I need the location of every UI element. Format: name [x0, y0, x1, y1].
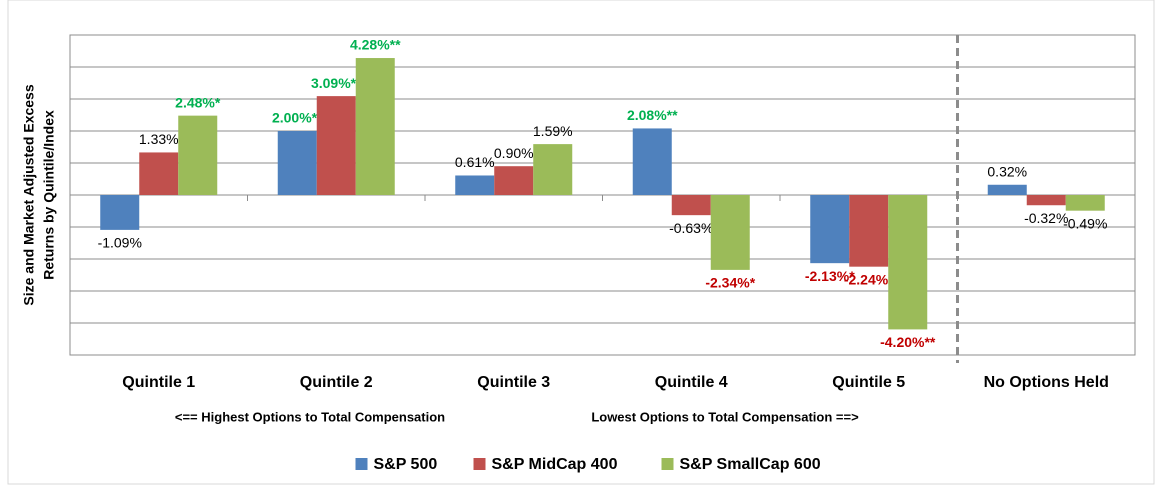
bar [671, 195, 711, 216]
legend-swatch [355, 458, 368, 470]
bar [139, 152, 179, 195]
data-label: -0.32% [1024, 210, 1068, 226]
data-label: -0.49% [1063, 215, 1107, 231]
bar [178, 115, 218, 195]
bar [987, 184, 1027, 195]
bar [1026, 195, 1066, 206]
data-label: 4.28%** [350, 37, 401, 53]
legend-label: S&P 500 [374, 456, 438, 473]
bar [810, 195, 850, 264]
data-label: -2.24%* [844, 271, 894, 287]
legend-label: S&P MidCap 400 [492, 456, 618, 473]
data-label: 1.33% [139, 131, 179, 147]
bar [455, 175, 495, 195]
bar [316, 96, 356, 195]
annotation: <== Highest Options to Total Compensatio… [175, 409, 445, 424]
chart-frame [7, 0, 1155, 485]
data-label: 2.00%** [272, 110, 323, 126]
data-label: -4.20%** [880, 334, 936, 350]
data-label: -2.13%* [805, 268, 855, 284]
bar [355, 58, 395, 195]
x-tick-label: No Options Held [984, 374, 1109, 391]
bar [277, 131, 317, 195]
data-label: 3.09%** [311, 75, 362, 91]
annotation: Lowest Options to Total Compensation ==> [591, 409, 859, 424]
x-tick-label: Quintile 2 [300, 374, 373, 391]
data-label: -2.34%* [705, 275, 755, 291]
data-label: 0.32% [987, 163, 1027, 179]
bar [494, 166, 534, 195]
data-label: 1.59% [533, 123, 573, 139]
legend-label: S&P SmallCap 600 [680, 456, 821, 473]
bar [849, 195, 889, 267]
bar [100, 195, 140, 230]
bar [632, 128, 672, 195]
data-label: 0.90% [494, 145, 534, 161]
data-label: -0.63% [669, 220, 713, 236]
y-axis-label: Returns by Quintile/Index [41, 110, 57, 280]
legend-swatch [473, 458, 486, 470]
bar [1065, 195, 1105, 211]
y-axis-label: Size and Market Adjusted Excess [21, 84, 37, 305]
data-label: 0.61% [455, 154, 495, 170]
x-tick-label: Quintile 4 [655, 374, 728, 391]
bar [533, 144, 573, 195]
x-tick-label: Quintile 5 [832, 374, 905, 391]
bar [710, 195, 750, 270]
data-label: 2.08%** [627, 107, 678, 123]
bar [888, 195, 928, 330]
data-label: 2.48%* [175, 94, 221, 110]
legend-swatch [661, 458, 674, 470]
x-tick-label: Quintile 3 [477, 374, 550, 391]
x-tick-label: Quintile 1 [122, 374, 195, 391]
data-label: -1.09% [98, 235, 142, 251]
